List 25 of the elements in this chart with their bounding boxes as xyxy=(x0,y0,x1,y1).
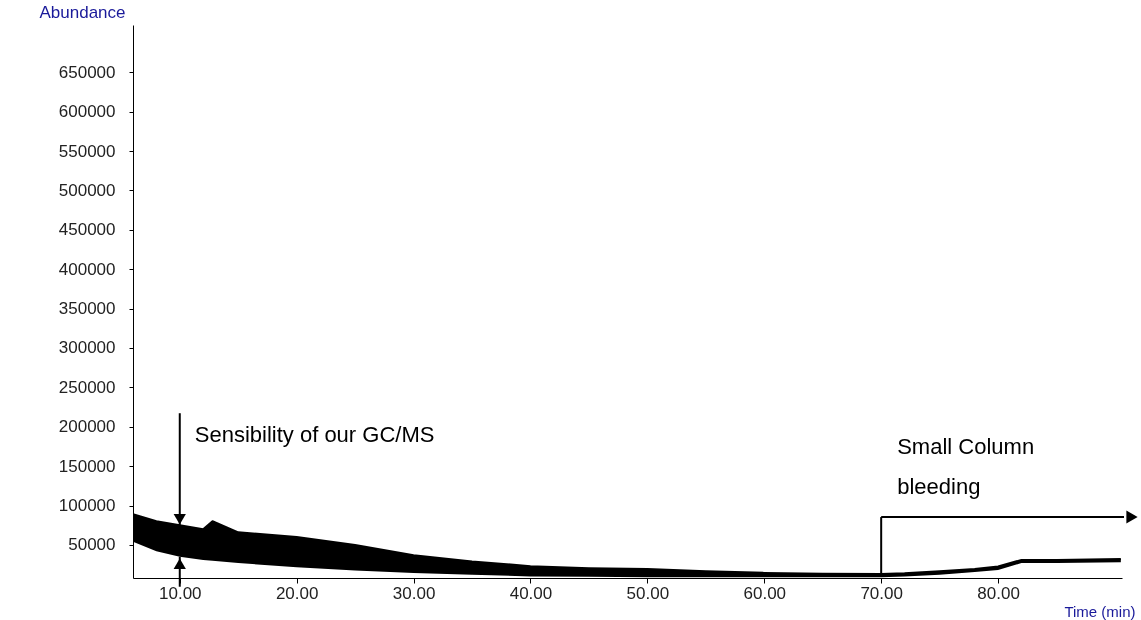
y-tick-label: 50000 xyxy=(68,535,116,555)
y-tick-label: 450000 xyxy=(58,220,116,240)
x-tick-label: 10.00 xyxy=(158,583,202,603)
x-tick-label: 20.00 xyxy=(275,583,319,603)
x-tick-label: 50.00 xyxy=(626,583,670,603)
y-axis-title: Abundance xyxy=(39,2,126,22)
x-tick-label: 60.00 xyxy=(743,583,787,603)
y-tick-label: 550000 xyxy=(58,141,116,161)
x-tick-label: 40.00 xyxy=(509,583,553,603)
x-axis-title: Time (min) xyxy=(1064,602,1136,620)
y-tick-label: 150000 xyxy=(58,456,116,476)
y-tick-label: 300000 xyxy=(58,338,116,358)
y-tick-label: 200000 xyxy=(58,417,116,437)
x-tick-label: 30.00 xyxy=(392,583,436,603)
y-tick-label: 500000 xyxy=(58,180,116,200)
y-tick-label: 400000 xyxy=(58,259,116,279)
x-tick-label: 80.00 xyxy=(977,583,1020,603)
y-tick-label: 600000 xyxy=(58,102,116,122)
y-tick-label: 100000 xyxy=(58,496,116,516)
y-tick-label: 250000 xyxy=(58,377,116,397)
x-tick-label: 70.00 xyxy=(860,583,903,603)
annotation: Small Column bleeding xyxy=(897,434,1035,500)
annotation: Sensibility of our GC/MS xyxy=(194,422,435,448)
y-tick-label: 650000 xyxy=(58,62,116,82)
y-tick-label: 350000 xyxy=(58,299,116,319)
